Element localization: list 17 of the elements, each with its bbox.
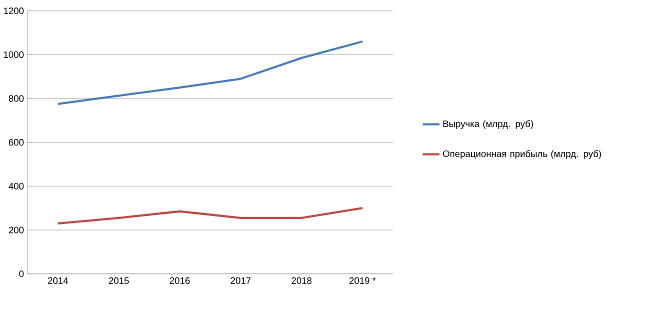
y-tick-label: 0 (19, 270, 24, 278)
y-tick-label: 800 (8, 95, 24, 102)
x-tick-label: 2018 (292, 277, 312, 284)
y-tick-label: 600 (8, 138, 24, 146)
line-series (56, 206, 364, 224)
x-tick-label: 2014 (48, 277, 68, 284)
y-tick-label: 200 (8, 226, 24, 234)
line-series (56, 40, 364, 105)
y-tick-label: 1200 (4, 7, 24, 14)
x-tick-label: 2015 (108, 277, 129, 284)
y-tick-label: 400 (8, 182, 24, 190)
x-tick-label: 2019 * (349, 277, 376, 284)
x-tick-label: 2016 (170, 277, 190, 284)
legend-label: Выручка (млрд. руб) (443, 120, 533, 129)
y-tick-label: 1000 (4, 51, 24, 58)
x-tick-label: 2017 (230, 277, 251, 284)
legend-label: Операционная прибыль (млрд. руб) (442, 150, 601, 159)
